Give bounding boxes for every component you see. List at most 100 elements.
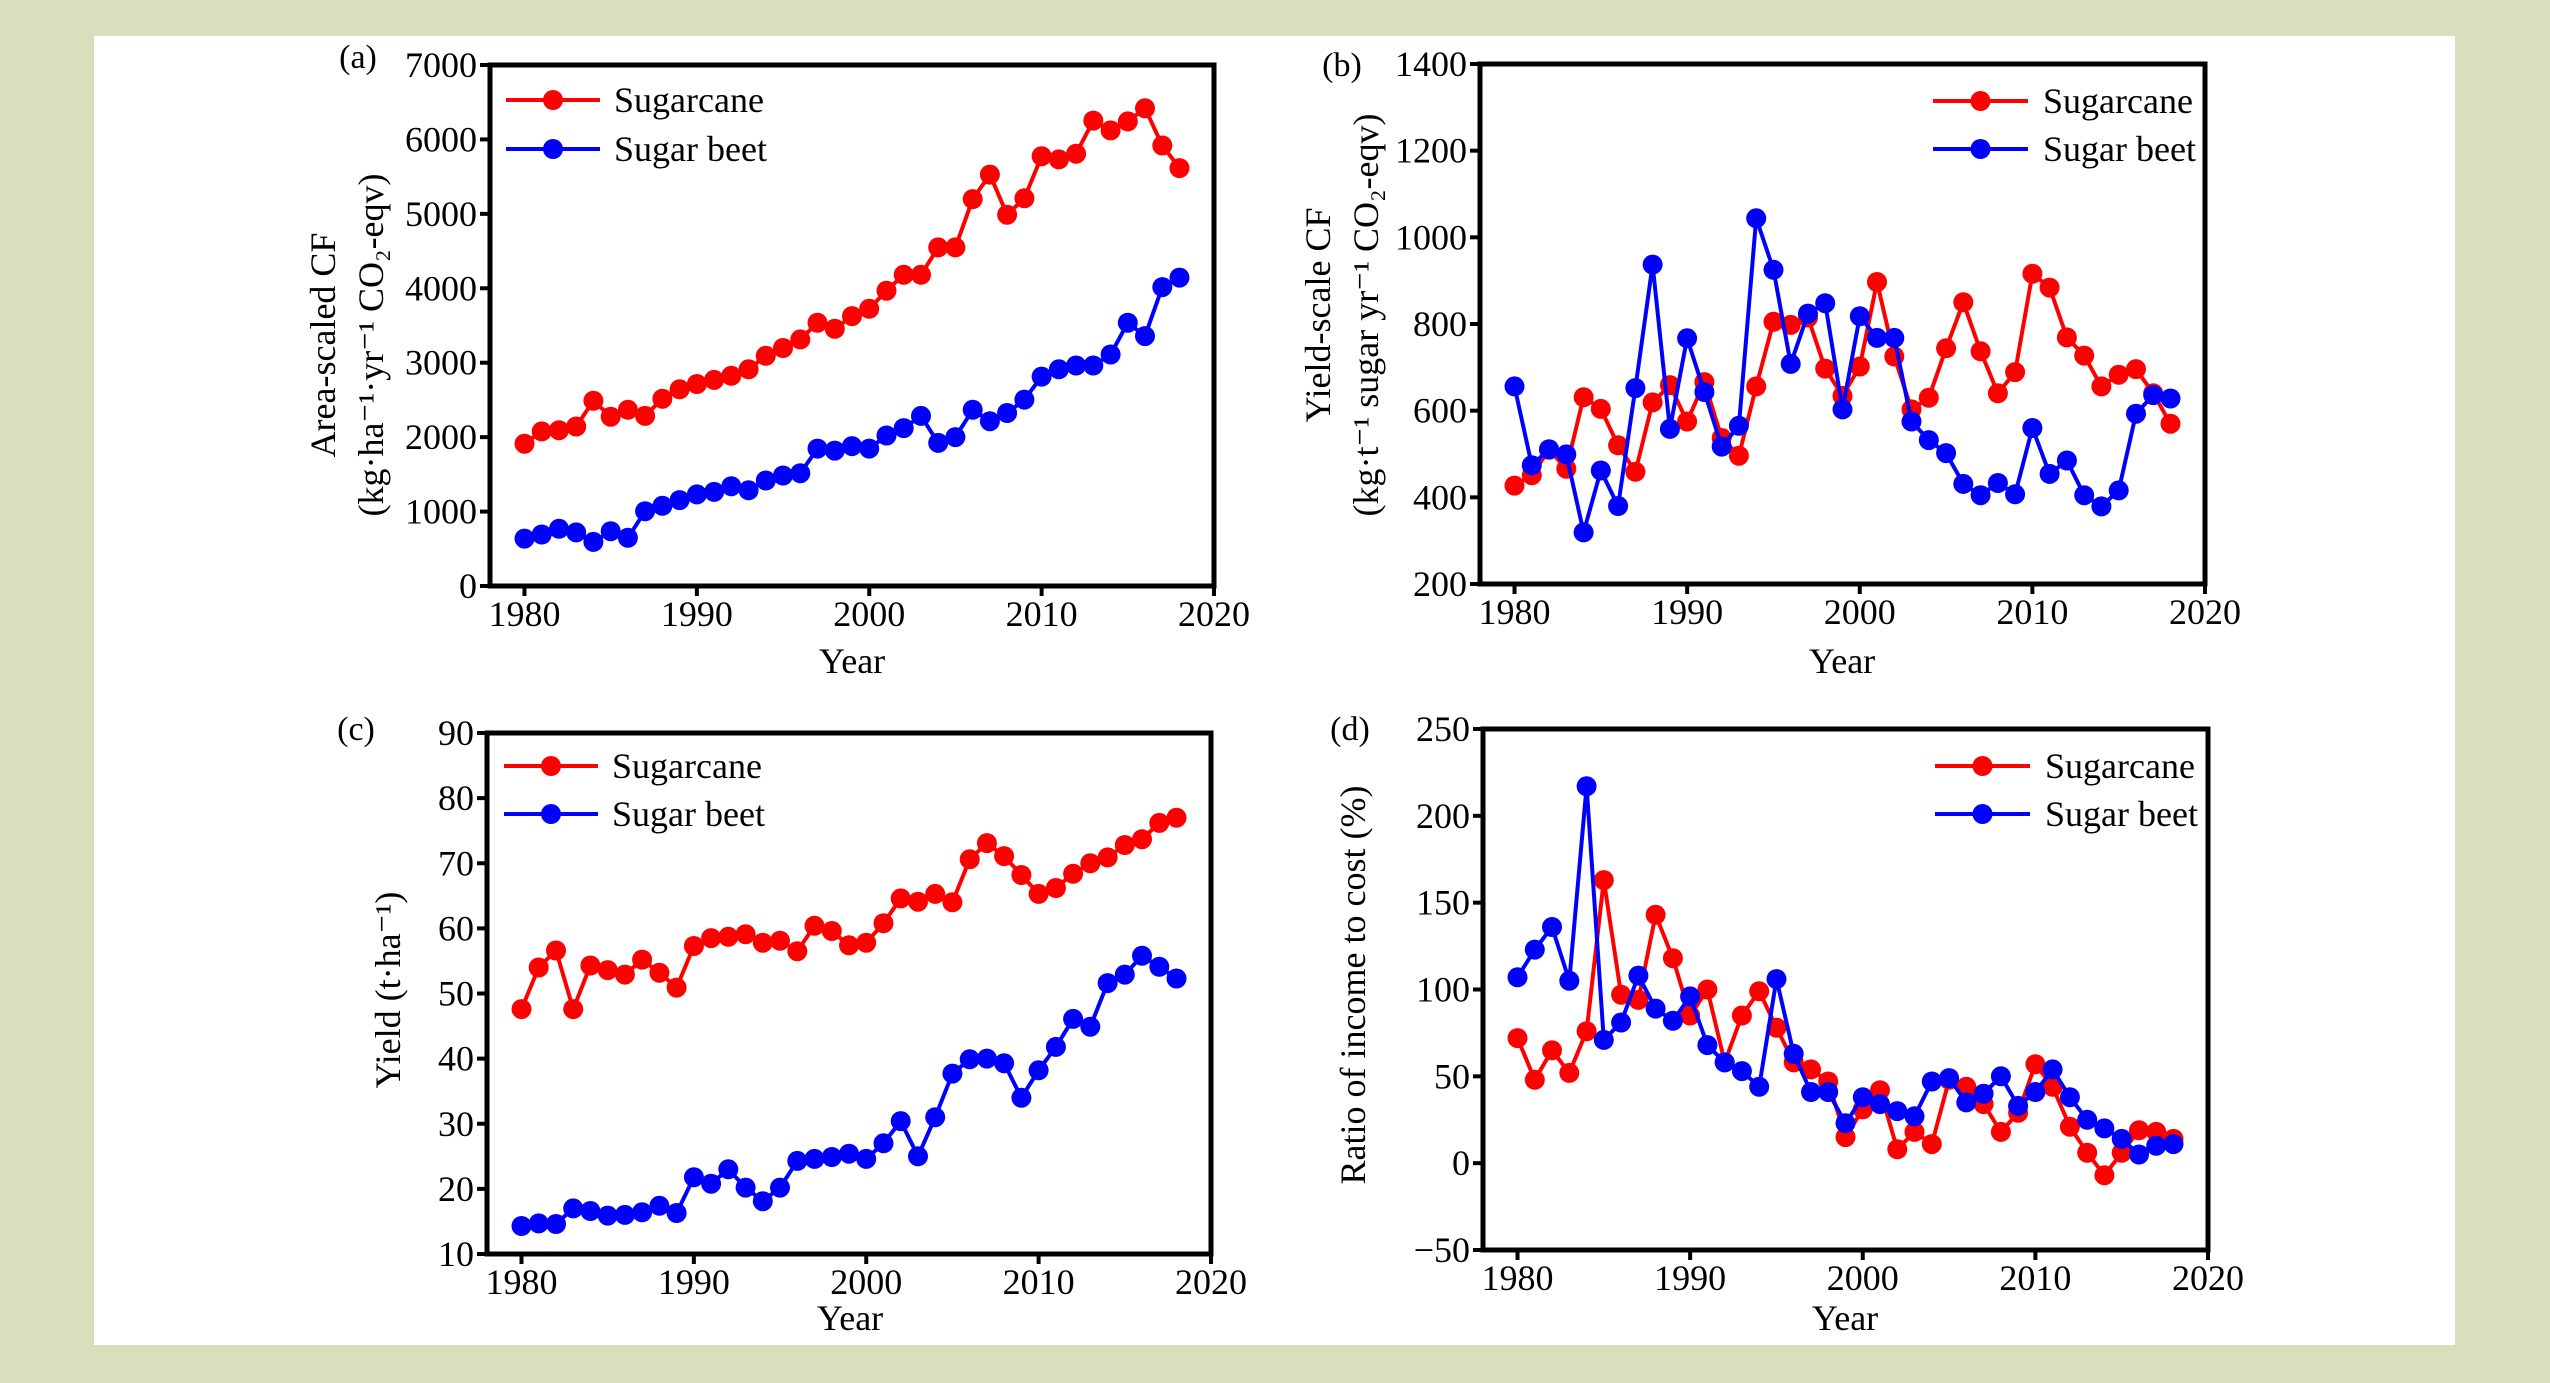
data-point-sugar-beet-a (600, 521, 621, 542)
data-point-sugarcane-b (1608, 435, 1629, 456)
data-point-sugar-beet-b (1936, 443, 1957, 464)
data-point-sugarcane-d (2094, 1165, 2115, 1186)
data-point-sugar-beet-a (893, 418, 914, 439)
data-point-sugar-beet-b (1918, 430, 1939, 451)
data-point-sugarcane-b (1815, 358, 1836, 379)
data-point-sugarcane-c (873, 913, 894, 934)
y-tick-label-c: 30 (438, 1104, 474, 1144)
data-point-sugarcane-d (1542, 1040, 1562, 1061)
data-point-sugarcane-c (1080, 853, 1101, 874)
x-tick-label-a: 1990 (661, 594, 733, 634)
data-point-sugarcane-c (546, 940, 566, 961)
x-tick-label-d: 2000 (1827, 1258, 1899, 1298)
data-point-sugarcane-b (2091, 376, 2112, 397)
x-axis-label-c: Year (817, 1298, 883, 1338)
data-point-sugar-beet-a (945, 427, 966, 448)
data-point-sugar-beet-d (1766, 969, 1787, 990)
data-point-sugarcane-c (511, 999, 532, 1020)
data-point-sugar-beet-a (1066, 355, 1087, 376)
data-point-sugarcane-b (1642, 392, 1663, 413)
panel-label-b: (b) (1322, 47, 1362, 84)
x-tick-label-c: 2020 (1175, 1262, 1247, 1302)
x-tick-label-d: 1980 (1482, 1258, 1554, 1298)
panel-c-yield: (c) Yield (t·ha⁻¹) Year 10 20 30 40 50 60 70 80… (337, 711, 1247, 1338)
panel-d-income-cost-ratio: (d) Ratio of income to cost (%) Year −50… (1330, 709, 2244, 1338)
data-point-sugar-beet-c (1132, 945, 1152, 966)
data-point-sugarcane-b (2022, 263, 2043, 284)
data-point-sugar-beet-c (770, 1177, 790, 1198)
data-point-sugar-beet-a (997, 403, 1018, 423)
y-tick-label-a: 7000 (405, 45, 477, 85)
data-point-sugarcane-a (617, 399, 638, 420)
data-point-sugar-beet-d (2129, 1144, 2149, 1165)
x-tick-label-b: 2020 (2169, 592, 2241, 632)
data-point-sugar-beet-d (1697, 1035, 1718, 1056)
y-tick-label-d: 250 (1416, 709, 1470, 749)
data-point-sugar-beet-c (873, 1133, 894, 1154)
data-point-sugar-beet-d (1714, 1052, 1735, 1073)
data-point-sugar-beet-a (1031, 366, 1052, 387)
data-point-sugarcane-c (666, 977, 687, 998)
data-point-sugarcane-a (583, 390, 604, 411)
y-tick-label-a: 5000 (405, 194, 477, 234)
data-point-sugar-beet-c (666, 1203, 687, 1223)
data-point-sugarcane-a (652, 388, 673, 409)
data-point-sugarcane-c (890, 888, 911, 909)
y-tick-label-b: 1400 (1395, 44, 1467, 84)
data-point-sugarcane-d (2025, 1054, 2046, 1075)
data-point-sugarcane-a (807, 312, 828, 333)
data-point-sugar-beet-d (1593, 1029, 1614, 1050)
data-point-sugarcane-a (566, 416, 587, 437)
x-tick-label-d: 1990 (1654, 1258, 1726, 1298)
data-point-sugarcane-a (755, 345, 776, 366)
data-point-sugar-beet-a (514, 528, 535, 549)
data-point-sugarcane-d (2077, 1142, 2098, 1163)
data-point-sugar-beet-c (718, 1159, 739, 1180)
data-point-sugar-beet-a (755, 470, 776, 491)
x-axis-label-a: Year (819, 641, 885, 681)
y-tick-label-c: 70 (438, 843, 474, 883)
data-point-sugar-beet-a (859, 438, 880, 459)
data-point-sugar-beet-b (1539, 439, 1559, 460)
x-axis-label-b: Year (1809, 641, 1875, 681)
y-tick-label-c: 10 (438, 1234, 474, 1274)
legend-label-sugar-beet-c: Sugar beet (612, 794, 765, 834)
data-point-sugarcane-a (842, 306, 862, 327)
y-tick-label-a: 0 (459, 566, 477, 606)
data-point-sugar-beet-a (1100, 344, 1121, 365)
data-point-sugarcane-c (856, 932, 877, 953)
data-point-sugar-beet-a (549, 518, 569, 539)
data-point-sugar-beet-a (721, 476, 742, 497)
y-tick-label-c: 40 (438, 1039, 474, 1079)
y-axis-label-a-line2: (kg·ha⁻¹·yr⁻¹ CO₂-eqv) (351, 173, 391, 516)
data-point-sugar-beet-b (1780, 353, 1801, 374)
legend-label-sugar-beet-a: Sugar beet (614, 129, 767, 169)
data-point-sugarcane-a (704, 369, 725, 390)
data-point-sugar-beet-c (994, 1053, 1015, 1074)
data-point-sugarcane-c (649, 962, 670, 983)
data-point-sugar-beet-b (1867, 327, 1887, 348)
x-tick-label-d: 2010 (1999, 1258, 2071, 1298)
data-point-sugar-beet-b (1970, 485, 1991, 506)
data-point-sugarcane-a (686, 374, 707, 394)
data-point-sugarcane-a (962, 189, 983, 210)
data-point-sugar-beet-c (701, 1173, 722, 1194)
data-point-sugar-beet-b (1746, 208, 1767, 229)
data-point-sugar-beet-d (1576, 776, 1597, 797)
data-point-sugarcane-a (600, 406, 621, 427)
data-point-sugar-beet-d (2042, 1059, 2063, 1080)
y-tick-label-d: 150 (1416, 883, 1470, 923)
data-point-sugar-beet-d (1904, 1106, 1925, 1127)
data-point-sugarcane-d (1559, 1062, 1580, 1083)
data-point-sugar-beet-b (1901, 411, 1922, 432)
data-point-sugarcane-d (1662, 948, 1683, 969)
data-point-sugar-beet-c (1097, 973, 1118, 994)
data-point-sugarcane-d (2059, 1116, 2080, 1137)
data-point-sugarcane-d (2146, 1121, 2167, 1142)
data-point-sugar-beet-c (1166, 968, 1187, 989)
data-point-sugar-beet-d (1956, 1092, 1977, 1113)
data-point-sugar-beet-a (1152, 277, 1173, 298)
data-point-sugar-beet-c (580, 1201, 601, 1221)
data-point-sugar-beet-b (1987, 473, 2008, 493)
legend-label-sugarcane-d: Sugarcane (2045, 746, 2195, 786)
